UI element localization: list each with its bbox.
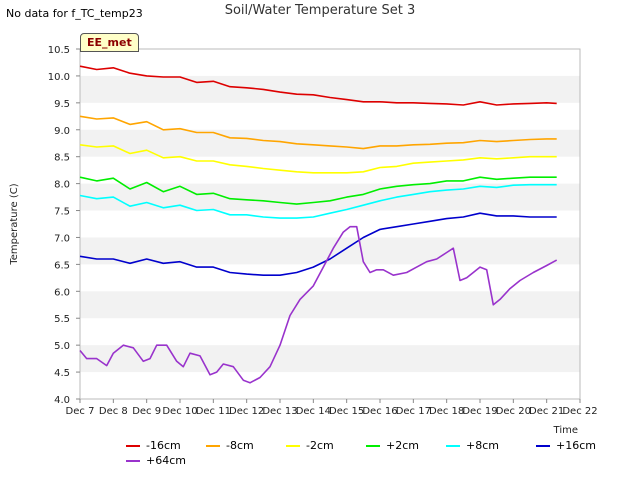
x-tick-label: Dec 15 — [329, 406, 364, 417]
y-tick-label: 9.0 — [54, 126, 70, 137]
x-axis-label: Time — [553, 425, 578, 436]
grid-band — [80, 291, 580, 319]
y-tick-label: 5.0 — [54, 341, 70, 352]
legend-item: +2cm — [366, 439, 419, 452]
y-tick-label: 8.5 — [54, 153, 70, 164]
y-tick-label: 9.5 — [54, 99, 70, 110]
legend-item: +64cm — [126, 454, 186, 467]
x-tick-label: Dec 9 — [132, 406, 161, 417]
legend-item: -16cm — [126, 439, 181, 452]
series-line-8cm — [79, 115, 557, 150]
y-axis-label: Temperature (C) — [9, 183, 20, 265]
legend-item: +16cm — [536, 439, 596, 452]
legend-swatch — [286, 444, 300, 447]
legend-label: +2cm — [386, 439, 419, 452]
legend-label: -8cm — [226, 439, 254, 452]
series-line-64cm — [79, 225, 558, 384]
no-data-note: No data for f_TC_temp23 — [6, 7, 143, 20]
y-tick-label: 8.0 — [54, 180, 70, 191]
legend-label: -2cm — [306, 439, 334, 452]
x-tick-label: Dec 8 — [99, 406, 128, 417]
y-tick-label: 10.5 — [48, 45, 70, 56]
legend-item: +8cm — [446, 439, 499, 452]
y-axis-ticks: 4.0 4.5 5.0 5.5 6.0 6.5 7.0 7.5 8.0 8.5 9.0 9.5 10.0… — [48, 45, 80, 406]
legend-item: -2cm — [286, 439, 334, 452]
y-tick-label: 6.5 — [54, 260, 70, 271]
x-tick-label: Dec 22 — [562, 406, 597, 417]
site-badge: EE_met — [80, 33, 139, 52]
series-line-8cm — [79, 183, 557, 219]
series-line-2cm — [79, 144, 557, 174]
x-tick-label: Dec 19 — [462, 406, 497, 417]
x-tick-label: Dec 18 — [429, 406, 464, 417]
x-tick-label: Dec 13 — [262, 406, 297, 417]
x-tick-label: Dec 16 — [362, 406, 397, 417]
series-lines — [79, 65, 558, 384]
grid-band — [80, 129, 580, 157]
legend-swatch — [126, 444, 140, 447]
x-tick-label: Dec 10 — [162, 406, 197, 417]
x-tick-label: Dec 7 — [66, 406, 95, 417]
series-line-16cm — [79, 212, 557, 277]
y-tick-label: 7.5 — [54, 207, 70, 218]
legend-swatch — [446, 444, 460, 447]
y-tick-label: 6.0 — [54, 287, 70, 298]
legend-swatch — [536, 444, 550, 447]
y-tick-label: 10.0 — [48, 72, 70, 83]
legend-label: +8cm — [466, 439, 499, 452]
grid-band — [80, 345, 580, 373]
x-tick-label: Dec 14 — [296, 406, 331, 417]
series-line-2cm — [79, 176, 557, 205]
x-tick-label: Dec 11 — [196, 406, 231, 417]
legend-label: +16cm — [556, 439, 596, 452]
x-tick-label: Dec 20 — [496, 406, 531, 417]
grid-bands — [80, 75, 580, 373]
x-tick-label: Dec 21 — [529, 406, 564, 417]
legend-swatch — [366, 444, 380, 447]
legend-item: -8cm — [206, 439, 254, 452]
grid-band — [80, 75, 580, 103]
y-tick-label: 7.0 — [54, 233, 70, 244]
chart-title: Soil/Water Temperature Set 3 — [224, 3, 416, 18]
plot-frame — [79, 48, 581, 400]
grid-band — [80, 237, 580, 265]
y-tick-label: 5.5 — [54, 314, 70, 325]
legend-swatch — [206, 444, 220, 447]
series-line-16cm — [79, 65, 557, 106]
y-tick-label: 4.0 — [54, 395, 70, 406]
legend-swatch — [126, 459, 140, 462]
legend-label: -16cm — [146, 439, 181, 452]
x-tick-label: Dec 17 — [396, 406, 431, 417]
legend-label: +64cm — [146, 454, 186, 467]
x-tick-label: Dec 12 — [229, 406, 264, 417]
y-tick-label: 4.5 — [54, 368, 70, 379]
